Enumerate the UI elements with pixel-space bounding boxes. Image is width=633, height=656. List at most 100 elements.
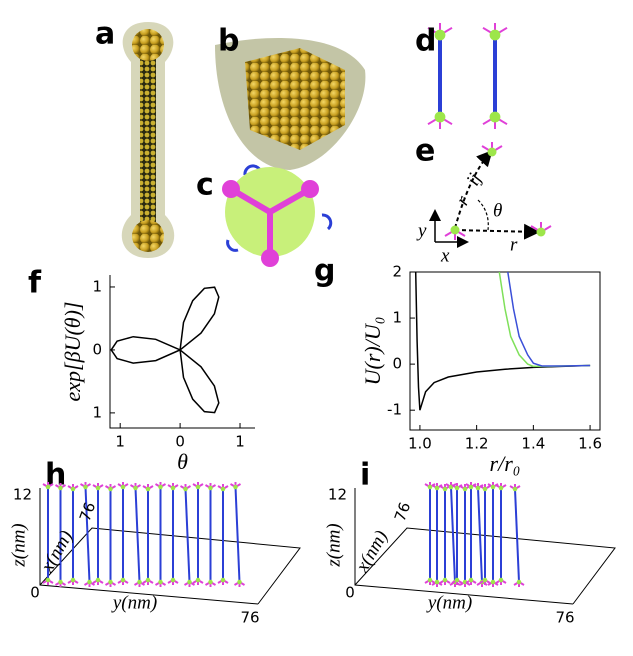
patch (455, 486, 460, 491)
patch (137, 580, 142, 585)
x-axis-label: θ (177, 449, 188, 474)
x-tick: 76 (391, 500, 414, 524)
frame (410, 272, 600, 430)
z-label: z(nm) (323, 523, 344, 567)
patch (428, 578, 433, 583)
patch (58, 486, 63, 491)
patch (483, 487, 488, 492)
panel-label: f (28, 266, 42, 301)
patch (108, 487, 113, 492)
y-tick: 76 (555, 609, 574, 627)
x-axis-label: r/r₀ (490, 451, 521, 476)
geometry-sketch: r⃗ij θ r⃗ y x (416, 142, 551, 266)
x-tick-label: 1 (115, 433, 125, 451)
x-tick-label: 1.6 (578, 435, 602, 453)
origin: 0 (30, 584, 40, 602)
nanorod (122, 22, 174, 258)
patch (499, 486, 504, 491)
patch (488, 148, 497, 157)
patch (491, 485, 496, 490)
rod-models (428, 23, 507, 129)
curve (111, 287, 219, 412)
x-tick-label: 1 (235, 433, 245, 451)
x-label: x(nm) (351, 527, 392, 577)
patch (517, 580, 522, 585)
panel-label: i (360, 458, 370, 493)
patch (221, 487, 226, 492)
label-rij: r⃗ij (452, 170, 486, 209)
y-tick-label: 1 (92, 277, 102, 295)
panel-label: c (196, 168, 214, 203)
patch (171, 486, 176, 491)
patch (469, 578, 474, 583)
x-tick-label: 1.0 (408, 435, 432, 453)
curve (499, 272, 590, 366)
patch (187, 580, 192, 585)
patch (435, 486, 440, 491)
rod (186, 489, 190, 582)
z-tick: 12 (13, 486, 32, 504)
patchy-particle (222, 166, 331, 267)
patch (46, 578, 51, 583)
patch (483, 578, 488, 583)
patch (96, 486, 101, 491)
patch (233, 485, 238, 490)
rod (451, 487, 455, 582)
patch (58, 580, 63, 585)
z-tick: 12 (328, 486, 347, 504)
label-y: y (416, 220, 427, 241)
origin: 0 (345, 584, 355, 602)
label-r: r⃗ (510, 234, 532, 255)
patch (463, 487, 468, 492)
patch (490, 30, 501, 41)
patch (499, 578, 504, 583)
patch (451, 226, 460, 235)
patch (491, 580, 496, 585)
axes (40, 488, 300, 604)
patch (476, 486, 481, 491)
figure: r⃗ij θ r⃗ y x a b c d e f g h i 12z(nm)7… (0, 0, 633, 656)
patch (490, 112, 501, 123)
label-x: x (440, 245, 450, 266)
patch (83, 485, 88, 490)
rod (136, 488, 140, 582)
patch (435, 580, 440, 585)
y-tick-label: 0 (92, 340, 102, 358)
panel-label: b (218, 24, 239, 59)
panel-label: a (95, 17, 115, 52)
patch (121, 485, 126, 490)
x-tick: 76 (76, 500, 99, 524)
patch (208, 580, 213, 585)
label-theta: θ (493, 200, 502, 221)
rod (236, 487, 240, 582)
patch (196, 485, 201, 490)
patch (455, 578, 460, 583)
patch (71, 578, 76, 583)
patch (121, 578, 126, 583)
patch (158, 580, 163, 585)
patch (71, 487, 76, 492)
patch (443, 487, 448, 492)
patch (146, 487, 151, 492)
panel-label: g (314, 254, 335, 289)
patch (443, 578, 448, 583)
y-tick: 76 (240, 609, 259, 627)
curve (508, 272, 590, 366)
patch (183, 487, 188, 492)
patch (469, 485, 474, 490)
y-label: y(nm) (111, 592, 157, 613)
y-axis-label: exp[βU(θ)] (60, 302, 85, 402)
patch (513, 487, 518, 492)
patch (196, 578, 201, 583)
patch (46, 485, 51, 490)
x-label: x(nm) (36, 527, 77, 577)
patch (221, 578, 226, 583)
y-tick-label: 2 (392, 263, 402, 281)
patch (158, 485, 163, 490)
patch (428, 485, 433, 490)
y-tick-label: 1 (92, 403, 102, 421)
patch (133, 486, 138, 491)
x-tick-label: 0 (175, 433, 185, 451)
